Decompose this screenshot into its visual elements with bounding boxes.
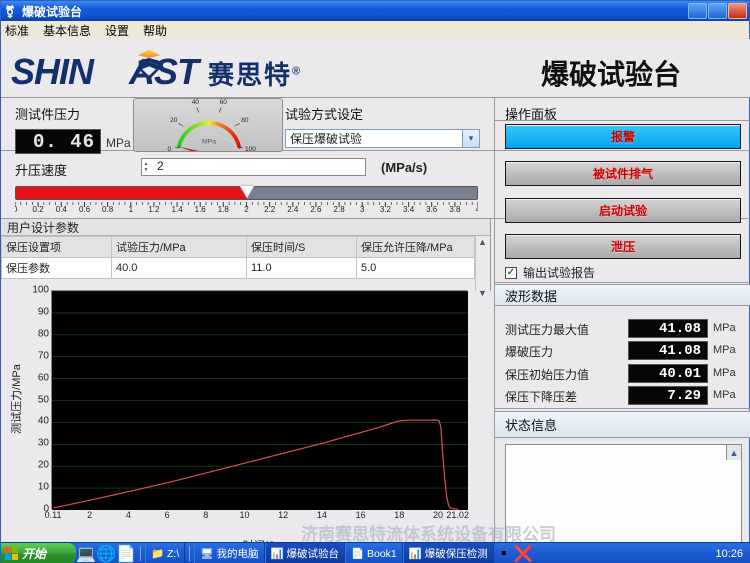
svg-text:0.6: 0.6 xyxy=(79,205,91,214)
svg-text:0.4: 0.4 xyxy=(56,205,68,214)
svg-text:0: 0 xyxy=(15,205,18,214)
svg-text:80: 80 xyxy=(241,117,249,124)
svg-text:3.2: 3.2 xyxy=(380,205,392,214)
svg-text:20: 20 xyxy=(170,117,178,124)
svg-text:0.8: 0.8 xyxy=(102,205,114,214)
svg-text:3.6: 3.6 xyxy=(426,205,438,214)
svg-text:3.4: 3.4 xyxy=(403,205,415,214)
svg-text:0: 0 xyxy=(168,146,172,151)
svg-text:2.6: 2.6 xyxy=(310,205,322,214)
svg-text:2.8: 2.8 xyxy=(334,205,346,214)
svg-text:1.2: 1.2 xyxy=(148,205,160,214)
svg-text:2.4: 2.4 xyxy=(287,205,299,214)
svg-text:2.2: 2.2 xyxy=(264,205,276,214)
svg-text:1.8: 1.8 xyxy=(218,205,230,214)
svg-text:2: 2 xyxy=(244,205,249,214)
svg-text:4: 4 xyxy=(476,205,478,214)
svg-text:100: 100 xyxy=(245,146,256,151)
svg-text:0.2: 0.2 xyxy=(33,205,45,214)
svg-text:3.8: 3.8 xyxy=(449,205,461,214)
svg-text:1: 1 xyxy=(129,205,134,214)
svg-text:40: 40 xyxy=(192,99,200,106)
svg-text:3: 3 xyxy=(360,205,365,214)
svg-text:1.4: 1.4 xyxy=(172,205,184,214)
svg-text:MPa: MPa xyxy=(202,139,216,146)
svg-text:60: 60 xyxy=(220,99,228,106)
svg-text:1.6: 1.6 xyxy=(195,205,207,214)
